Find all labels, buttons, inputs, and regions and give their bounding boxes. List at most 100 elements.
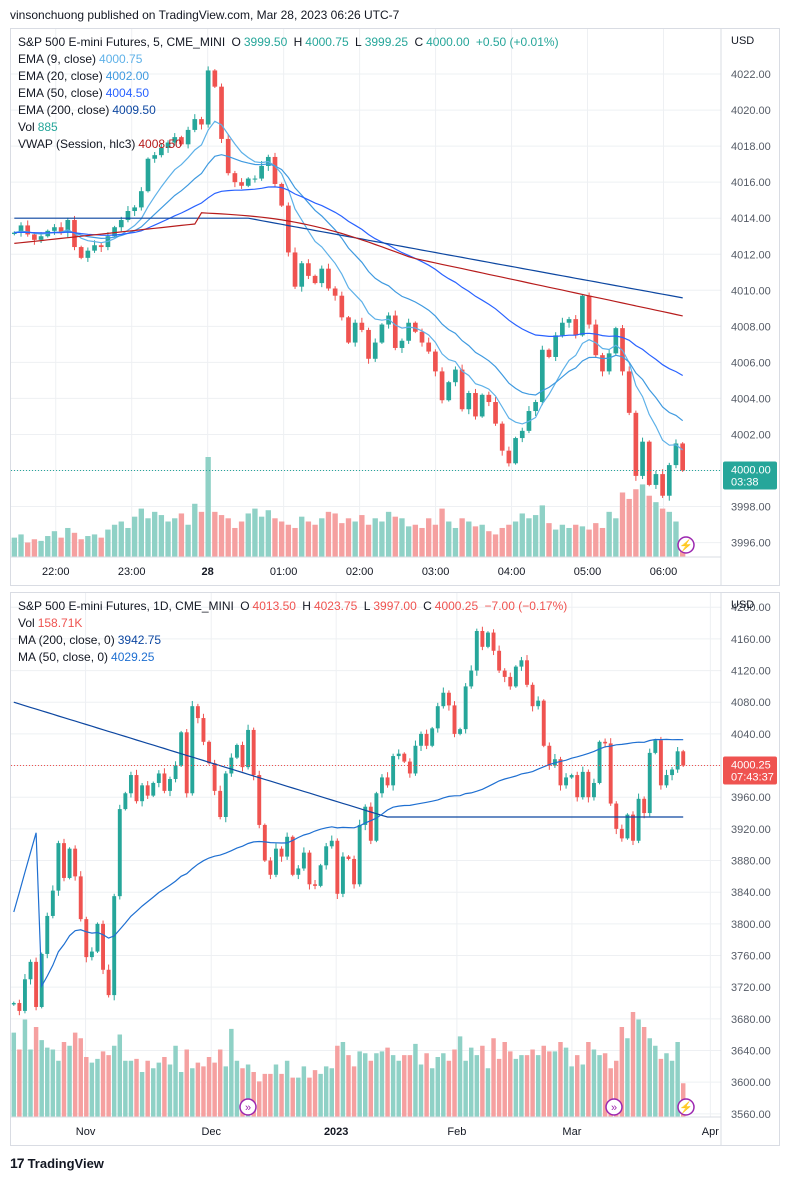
currency-label: USD: [731, 35, 754, 47]
intraday-chart-panel[interactable]: 3996.00 3998.00 4000.00 4002.00 4004.00 4006.…: [10, 28, 780, 586]
candle-body: [608, 743, 613, 804]
candle-body: [58, 227, 64, 233]
intraday-indicator-row[interactable]: EMA (200, close) 4009.50: [18, 102, 562, 119]
candle-body: [312, 275, 318, 284]
high-label: H: [302, 599, 311, 613]
candle-body: [190, 706, 195, 794]
volume-bar: [496, 1058, 502, 1117]
candle-body: [379, 324, 385, 343]
close-label: C: [414, 35, 424, 49]
candle-body: [530, 684, 535, 707]
daily-indicator-row[interactable]: MA (50, close, 0) 4029.25: [18, 649, 570, 666]
dividend-event-icon[interactable]: »: [239, 1098, 257, 1116]
volume-bar: [441, 1053, 446, 1117]
volume-bar: [91, 534, 98, 557]
intraday-chart-svg[interactable]: 3996.00 3998.00 4000.00 4002.00 4004.00 4006.…: [11, 29, 779, 585]
intraday-indicator-row[interactable]: EMA (9, close) 4000.75: [18, 51, 562, 68]
daily-indicator-row[interactable]: Vol 158.71K: [18, 615, 570, 632]
candle-body: [125, 211, 131, 221]
volume-bar: [151, 1068, 156, 1117]
time-axis[interactable]: 22:00 23:00 28 01:00 02:00 03:00 04:00 05:00 06:…: [42, 566, 677, 578]
volume-bar: [547, 1051, 552, 1117]
time-axis[interactable]: Nov Dec 2023 Feb Mar Apr: [76, 1126, 719, 1138]
candle-body: [156, 773, 161, 783]
candle-body: [240, 744, 245, 768]
low-label: L: [355, 35, 362, 49]
close-value: 4000.00: [426, 35, 470, 49]
volume-bar: [673, 521, 679, 557]
candle-body: [232, 173, 238, 183]
price-axis[interactable]: 3996.00 3998.00 4000.00 4002.00 4004.00 4006.…: [731, 35, 771, 550]
candle-body: [318, 865, 323, 886]
candle-body: [653, 740, 658, 753]
volume-bar: [597, 1055, 602, 1117]
volume-bar: [502, 1042, 507, 1117]
symbol-title[interactable]: S&P 500 E-mini Futures, 1D, CME_MINI: [18, 599, 234, 613]
candle-body: [453, 369, 458, 383]
volume-bar: [118, 521, 124, 557]
tradingview-brand: TradingView: [27, 1155, 104, 1171]
volume-bars: [11, 1012, 686, 1117]
high-value: 4000.75: [305, 35, 349, 49]
intraday-indicator-row[interactable]: Vol 885: [18, 119, 562, 136]
session-event-icon[interactable]: ⚡: [677, 536, 695, 554]
volume-bar: [519, 1055, 524, 1117]
candle-body: [335, 840, 340, 894]
intraday-indicator-row[interactable]: EMA (50, close) 4004.50: [18, 85, 562, 102]
price-tick-label: 4040.00: [731, 729, 771, 741]
candle-body: [564, 777, 569, 786]
candle-body: [313, 884, 317, 886]
indicator-value: 4029.25: [111, 650, 155, 664]
intraday-ohlc-row: S&P 500 E-mini Futures, 5, CME_MINI O 399…: [18, 34, 562, 51]
daily-indicator-row[interactable]: MA (200, close, 0) 3942.75: [18, 632, 570, 649]
volume-bar: [152, 511, 158, 557]
volume-bar: [345, 518, 352, 557]
candle-body: [546, 349, 552, 357]
dividend-event-icon-2[interactable]: »: [605, 1098, 623, 1116]
intraday-indicator-row[interactable]: VWAP (Session, hlc3) 4008.50: [18, 136, 562, 153]
candle-body: [352, 322, 358, 343]
intraday-indicator-row[interactable]: EMA (20, close) 4002.00: [18, 68, 562, 85]
candle-body: [519, 660, 524, 667]
candle-body: [626, 371, 632, 413]
volume-bar: [418, 1064, 424, 1117]
daily-chart-panel[interactable]: 3560.00 3600.00 3640.00 3680.00 3720.00 3760.…: [10, 592, 780, 1146]
time-tick-label: Mar: [562, 1126, 581, 1138]
volume-bar: [28, 1049, 33, 1117]
candle-body: [95, 923, 100, 952]
volume-bar: [526, 518, 532, 557]
last-price-badge: [723, 756, 777, 785]
volume-bar: [646, 495, 652, 557]
daily-chart-svg[interactable]: 3560.00 3600.00 3640.00 3680.00 3720.00 3760.…: [11, 593, 779, 1145]
indicator-label: Vol: [18, 616, 35, 630]
candle-body: [385, 777, 390, 786]
session-event-icon[interactable]: ⚡: [677, 1098, 695, 1116]
volume-bar: [641, 1027, 647, 1117]
candle-body: [569, 775, 574, 778]
currency-label: USD: [731, 599, 754, 611]
candle-body: [406, 322, 411, 341]
candle-body: [463, 686, 468, 730]
volume-bar: [284, 1060, 290, 1117]
price-axis[interactable]: 3560.00 3600.00 3640.00 3680.00 3720.00 3760.…: [731, 599, 771, 1121]
volume-bar: [190, 1068, 195, 1117]
volume-bar: [374, 1053, 379, 1117]
volume-bar: [402, 1055, 407, 1117]
symbol-title[interactable]: S&P 500 E-mini Futures, 5, CME_MINI: [18, 35, 226, 49]
candle-body: [664, 775, 669, 786]
volume-bar: [95, 1058, 100, 1117]
candle-body: [681, 751, 686, 766]
candle-body: [412, 322, 418, 332]
candle-body: [128, 775, 133, 794]
candle-body: [92, 245, 97, 251]
candle-body: [506, 450, 512, 464]
volume-bar: [390, 1055, 396, 1117]
volume-bar: [301, 1066, 307, 1117]
candle-body: [346, 317, 351, 343]
volume-bar: [424, 1053, 429, 1117]
candle-body: [497, 650, 502, 671]
volume-bar: [279, 1073, 284, 1117]
tradingview-footer[interactable]: 17 TradingView: [10, 1155, 104, 1171]
volume-bar: [452, 1049, 457, 1117]
candle-body: [366, 329, 371, 359]
